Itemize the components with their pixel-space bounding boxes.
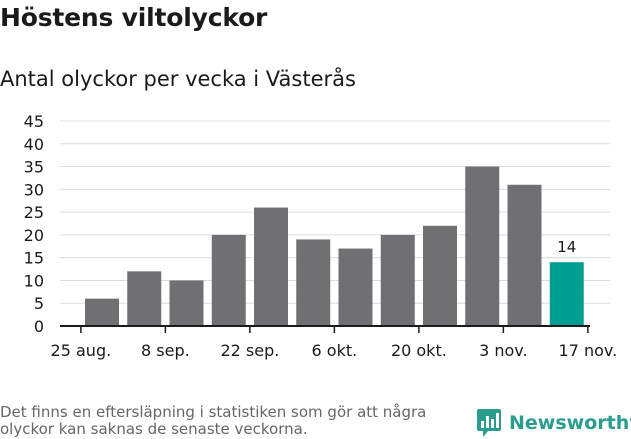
x-tick-label: 25 aug. (51, 341, 112, 360)
x-tick-label: 22 sep. (220, 341, 279, 360)
bar (127, 271, 162, 326)
data-label: 14 (557, 238, 576, 256)
y-tick-label: 40 (24, 135, 44, 154)
y-tick-label: 30 (24, 180, 44, 199)
chart-subtitle: Antal olyckor per vecka i Västerås (0, 67, 356, 91)
bar (169, 280, 204, 326)
y-tick-label: 15 (24, 249, 44, 268)
chart-title: Höstens viltolyckor (0, 3, 268, 32)
bar-highlight (549, 262, 584, 326)
y-tick-label: 0 (34, 317, 44, 336)
x-tick-label: 8 sep. (141, 341, 190, 360)
x-tick-label: 17 nov. (559, 341, 618, 360)
x-tick-label: 6 okt. (312, 341, 358, 360)
y-tick-label: 20 (24, 226, 44, 245)
bar (254, 207, 288, 326)
newsworthy-logo-icon (477, 409, 501, 437)
bar (380, 234, 415, 326)
x-tick-label: 20 okt. (391, 341, 447, 360)
bar (465, 166, 500, 326)
y-tick-label: 25 (24, 203, 44, 222)
y-tick-label: 35 (24, 158, 44, 177)
bar-chart: 0 5 10 15 20 25 30 35 40 45 14 25 aug. 8 sep. 22 sep.… (24, 112, 618, 360)
bar (296, 239, 331, 326)
x-tick-label: 3 nov. (479, 341, 528, 360)
brand-name: Newsworthy (509, 412, 631, 434)
y-tick-label: 5 (34, 294, 44, 313)
bar (338, 248, 373, 326)
y-tick-label: 10 (24, 271, 44, 290)
y-tick-label: 45 (24, 112, 44, 131)
bar (507, 184, 542, 326)
footnote: Det finns en eftersläpning i statistiken… (0, 403, 427, 438)
bar (211, 234, 246, 326)
bar (423, 225, 457, 326)
brand-logo: Newsworthy (476, 408, 631, 438)
bar (85, 298, 119, 326)
